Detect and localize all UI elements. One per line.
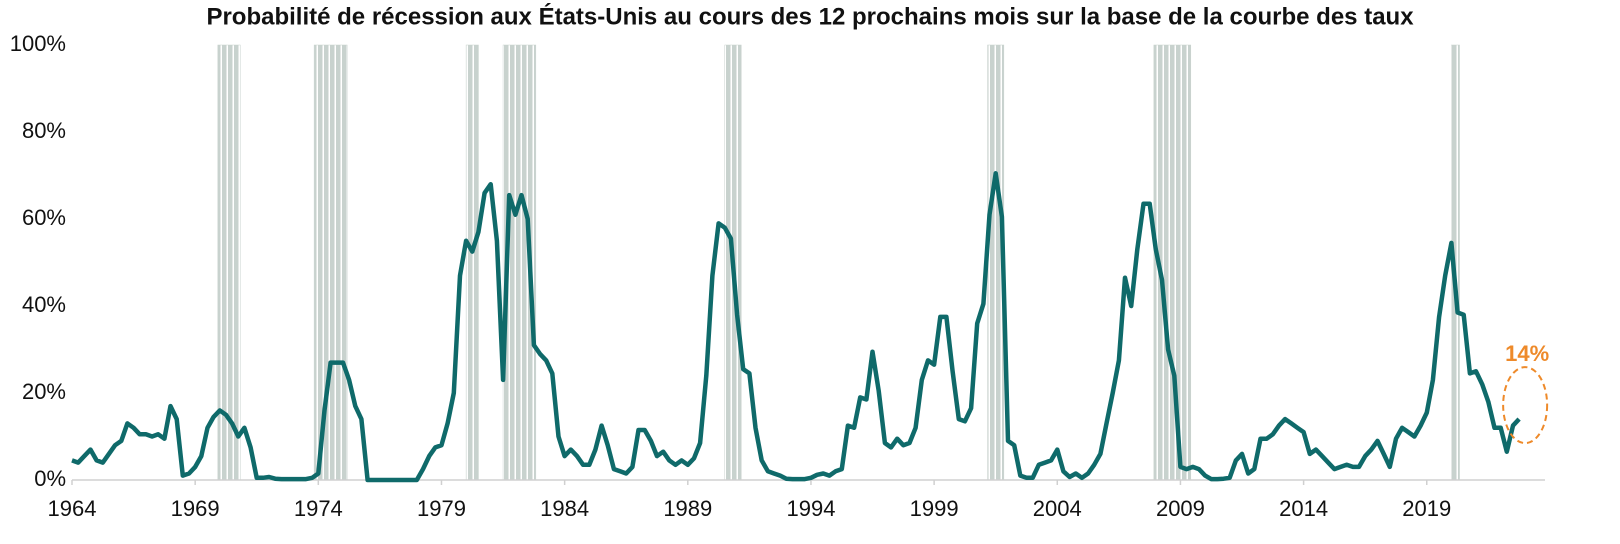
x-tick-label: 1979 [417, 496, 466, 521]
x-tick-label: 1994 [786, 496, 835, 521]
y-tick-label: 80% [22, 118, 66, 143]
annotation-label: 14% [1505, 341, 1549, 366]
x-tick-label: 2014 [1279, 496, 1328, 521]
x-tick-label: 2019 [1402, 496, 1451, 521]
y-tick-label: 20% [22, 379, 66, 404]
recession-band [465, 44, 479, 481]
y-tick-label: 0% [34, 466, 66, 491]
y-tick-label: 40% [22, 292, 66, 317]
y-tick-label: 100% [10, 31, 66, 56]
x-tick-label: 1984 [540, 496, 589, 521]
x-tick-label: 2004 [1033, 496, 1082, 521]
series-line [71, 171, 1521, 483]
y-tick-label: 60% [22, 205, 66, 230]
annotation-ellipse [1502, 366, 1549, 445]
x-tick-label: 1969 [171, 496, 220, 521]
x-tick-label: 1974 [294, 496, 343, 521]
chart-title: Probabilité de récession aux États-Unis … [206, 2, 1414, 30]
x-tick-label: 1999 [910, 496, 959, 521]
recession-band [217, 44, 241, 481]
recession-band [313, 44, 348, 481]
x-tick-label: 2009 [1156, 496, 1205, 521]
x-tick-label: 1964 [48, 496, 97, 521]
x-tick-label: 1989 [663, 496, 712, 521]
